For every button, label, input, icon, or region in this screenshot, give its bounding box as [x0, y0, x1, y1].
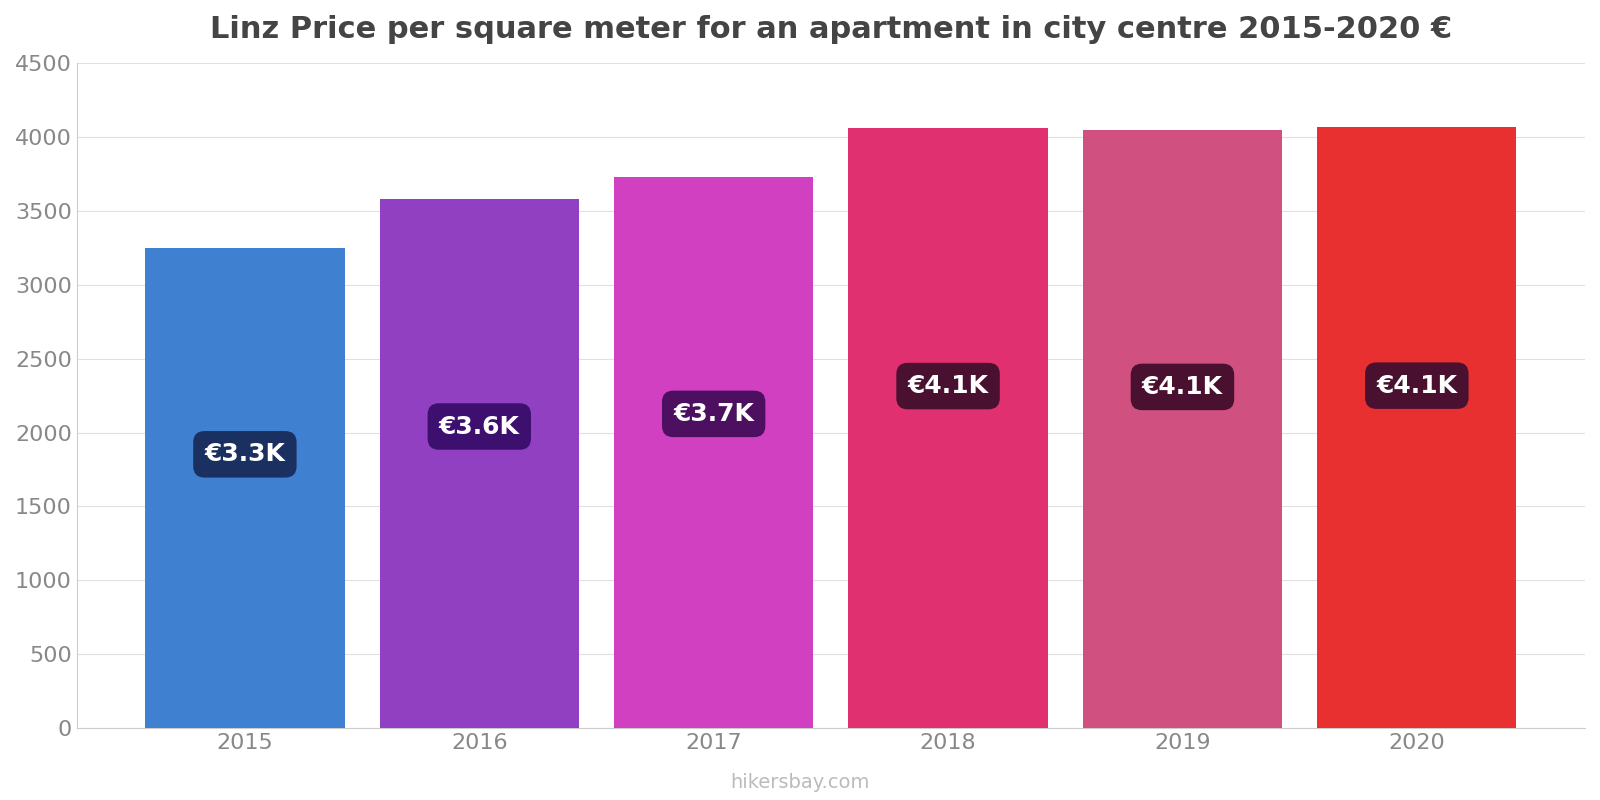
Title: Linz Price per square meter for an apartment in city centre 2015-2020 €: Linz Price per square meter for an apart… — [210, 15, 1451, 44]
Text: €3.7K: €3.7K — [674, 402, 754, 426]
Bar — [848, 128, 1048, 728]
Text: €4.1K: €4.1K — [1142, 375, 1222, 399]
Bar — [1083, 130, 1282, 728]
Text: €4.1K: €4.1K — [907, 374, 989, 398]
Bar — [614, 177, 813, 728]
Text: €4.1K: €4.1K — [1376, 374, 1458, 398]
Text: €3.6K: €3.6K — [438, 414, 520, 438]
Bar — [1317, 127, 1517, 728]
Bar — [379, 199, 579, 728]
Text: €3.3K: €3.3K — [205, 442, 285, 466]
Bar — [146, 248, 344, 728]
Text: hikersbay.com: hikersbay.com — [730, 773, 870, 792]
